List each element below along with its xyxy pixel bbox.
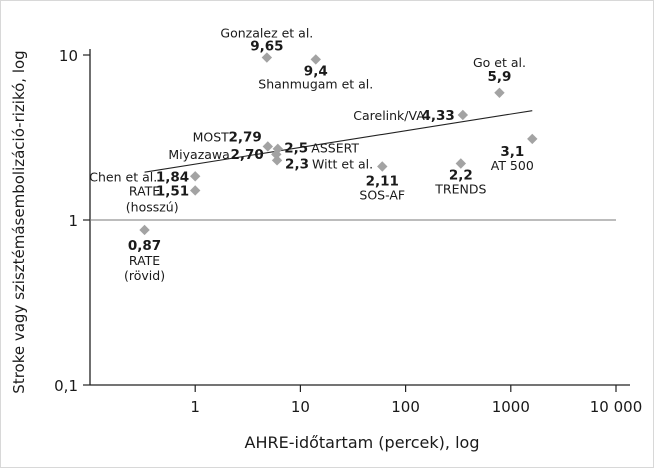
- point-value-label: 5,9: [487, 69, 511, 85]
- point-study-label: Miyazawa: [168, 147, 229, 162]
- point-value-label: 9,4: [304, 63, 328, 79]
- data-point: [272, 143, 284, 155]
- x-tick-label: 1000: [492, 398, 530, 416]
- points-layer: [139, 52, 538, 236]
- y-tick-label: 1: [68, 212, 78, 230]
- x-tick-label: 10 000: [590, 398, 643, 416]
- x-tick-label: 100: [391, 398, 420, 416]
- data-point: [261, 52, 273, 63]
- point-value-label: 1,84: [156, 169, 189, 185]
- point-study-label: Gonzalez et al.: [220, 26, 313, 41]
- point-value-label: 2,70: [231, 147, 264, 163]
- point-study-label: Carelink/VA: [353, 108, 425, 123]
- data-point: [310, 54, 321, 65]
- x-tick-label: 1: [190, 398, 200, 416]
- point-value-label: 2,3: [285, 156, 309, 172]
- point-study-label: Chen et al.: [89, 169, 157, 184]
- trend-line: [144, 110, 533, 173]
- data-point: [262, 141, 274, 152]
- point-study-label: MOST: [193, 129, 230, 144]
- point-study-label: TRENDS: [434, 182, 486, 197]
- point-value-label: 4,33: [422, 108, 455, 124]
- point-study-label: Shanmugam et al.: [258, 76, 373, 91]
- data-point: [457, 109, 469, 121]
- data-point: [527, 133, 538, 145]
- data-point: [377, 161, 388, 172]
- point-value-label: 9,65: [250, 39, 283, 55]
- trend-layer: [144, 110, 533, 173]
- point-study-label: RATE: [129, 183, 160, 198]
- data-point: [271, 155, 283, 166]
- y-tick-label: 10: [59, 47, 78, 65]
- point-study-label: Go et al.: [473, 55, 526, 70]
- data-point: [494, 87, 505, 99]
- point-value-label: 2,79: [228, 129, 261, 145]
- point-study-label: AT 500: [491, 158, 534, 173]
- y-axis-label: Stroke vagy szisztémásembolizáció-rizikó…: [10, 50, 28, 393]
- point-study-label: ASSERT: [311, 140, 359, 155]
- x-axis-label: AHRE-időtartam (percek), log: [245, 433, 480, 452]
- point-value-label: 2,2: [449, 168, 473, 184]
- point-value-label: 2,11: [366, 173, 399, 189]
- x-tick-label: 10: [291, 398, 310, 416]
- point-study-label: RATE: [129, 253, 160, 268]
- data-point: [139, 224, 150, 236]
- axes-layer: 1 10 100 1000 10 000 0,1 1 10: [54, 47, 642, 416]
- point-value-label: 1,51: [156, 183, 189, 199]
- point-value-label: 0,87: [128, 238, 161, 254]
- point-study-label: (rövid): [124, 268, 165, 283]
- point-study-label: Witt et al.: [312, 156, 373, 171]
- point-value-label: 2,5: [284, 140, 308, 156]
- data-point: [455, 158, 467, 169]
- data-point: [190, 185, 201, 196]
- y-tick-label: 0,1: [54, 377, 78, 395]
- point-study-label: SOS-AF: [359, 187, 405, 202]
- point-study-label: (hosszú): [126, 199, 179, 214]
- point-value-label: 3,1: [500, 144, 524, 160]
- data-point: [190, 171, 201, 182]
